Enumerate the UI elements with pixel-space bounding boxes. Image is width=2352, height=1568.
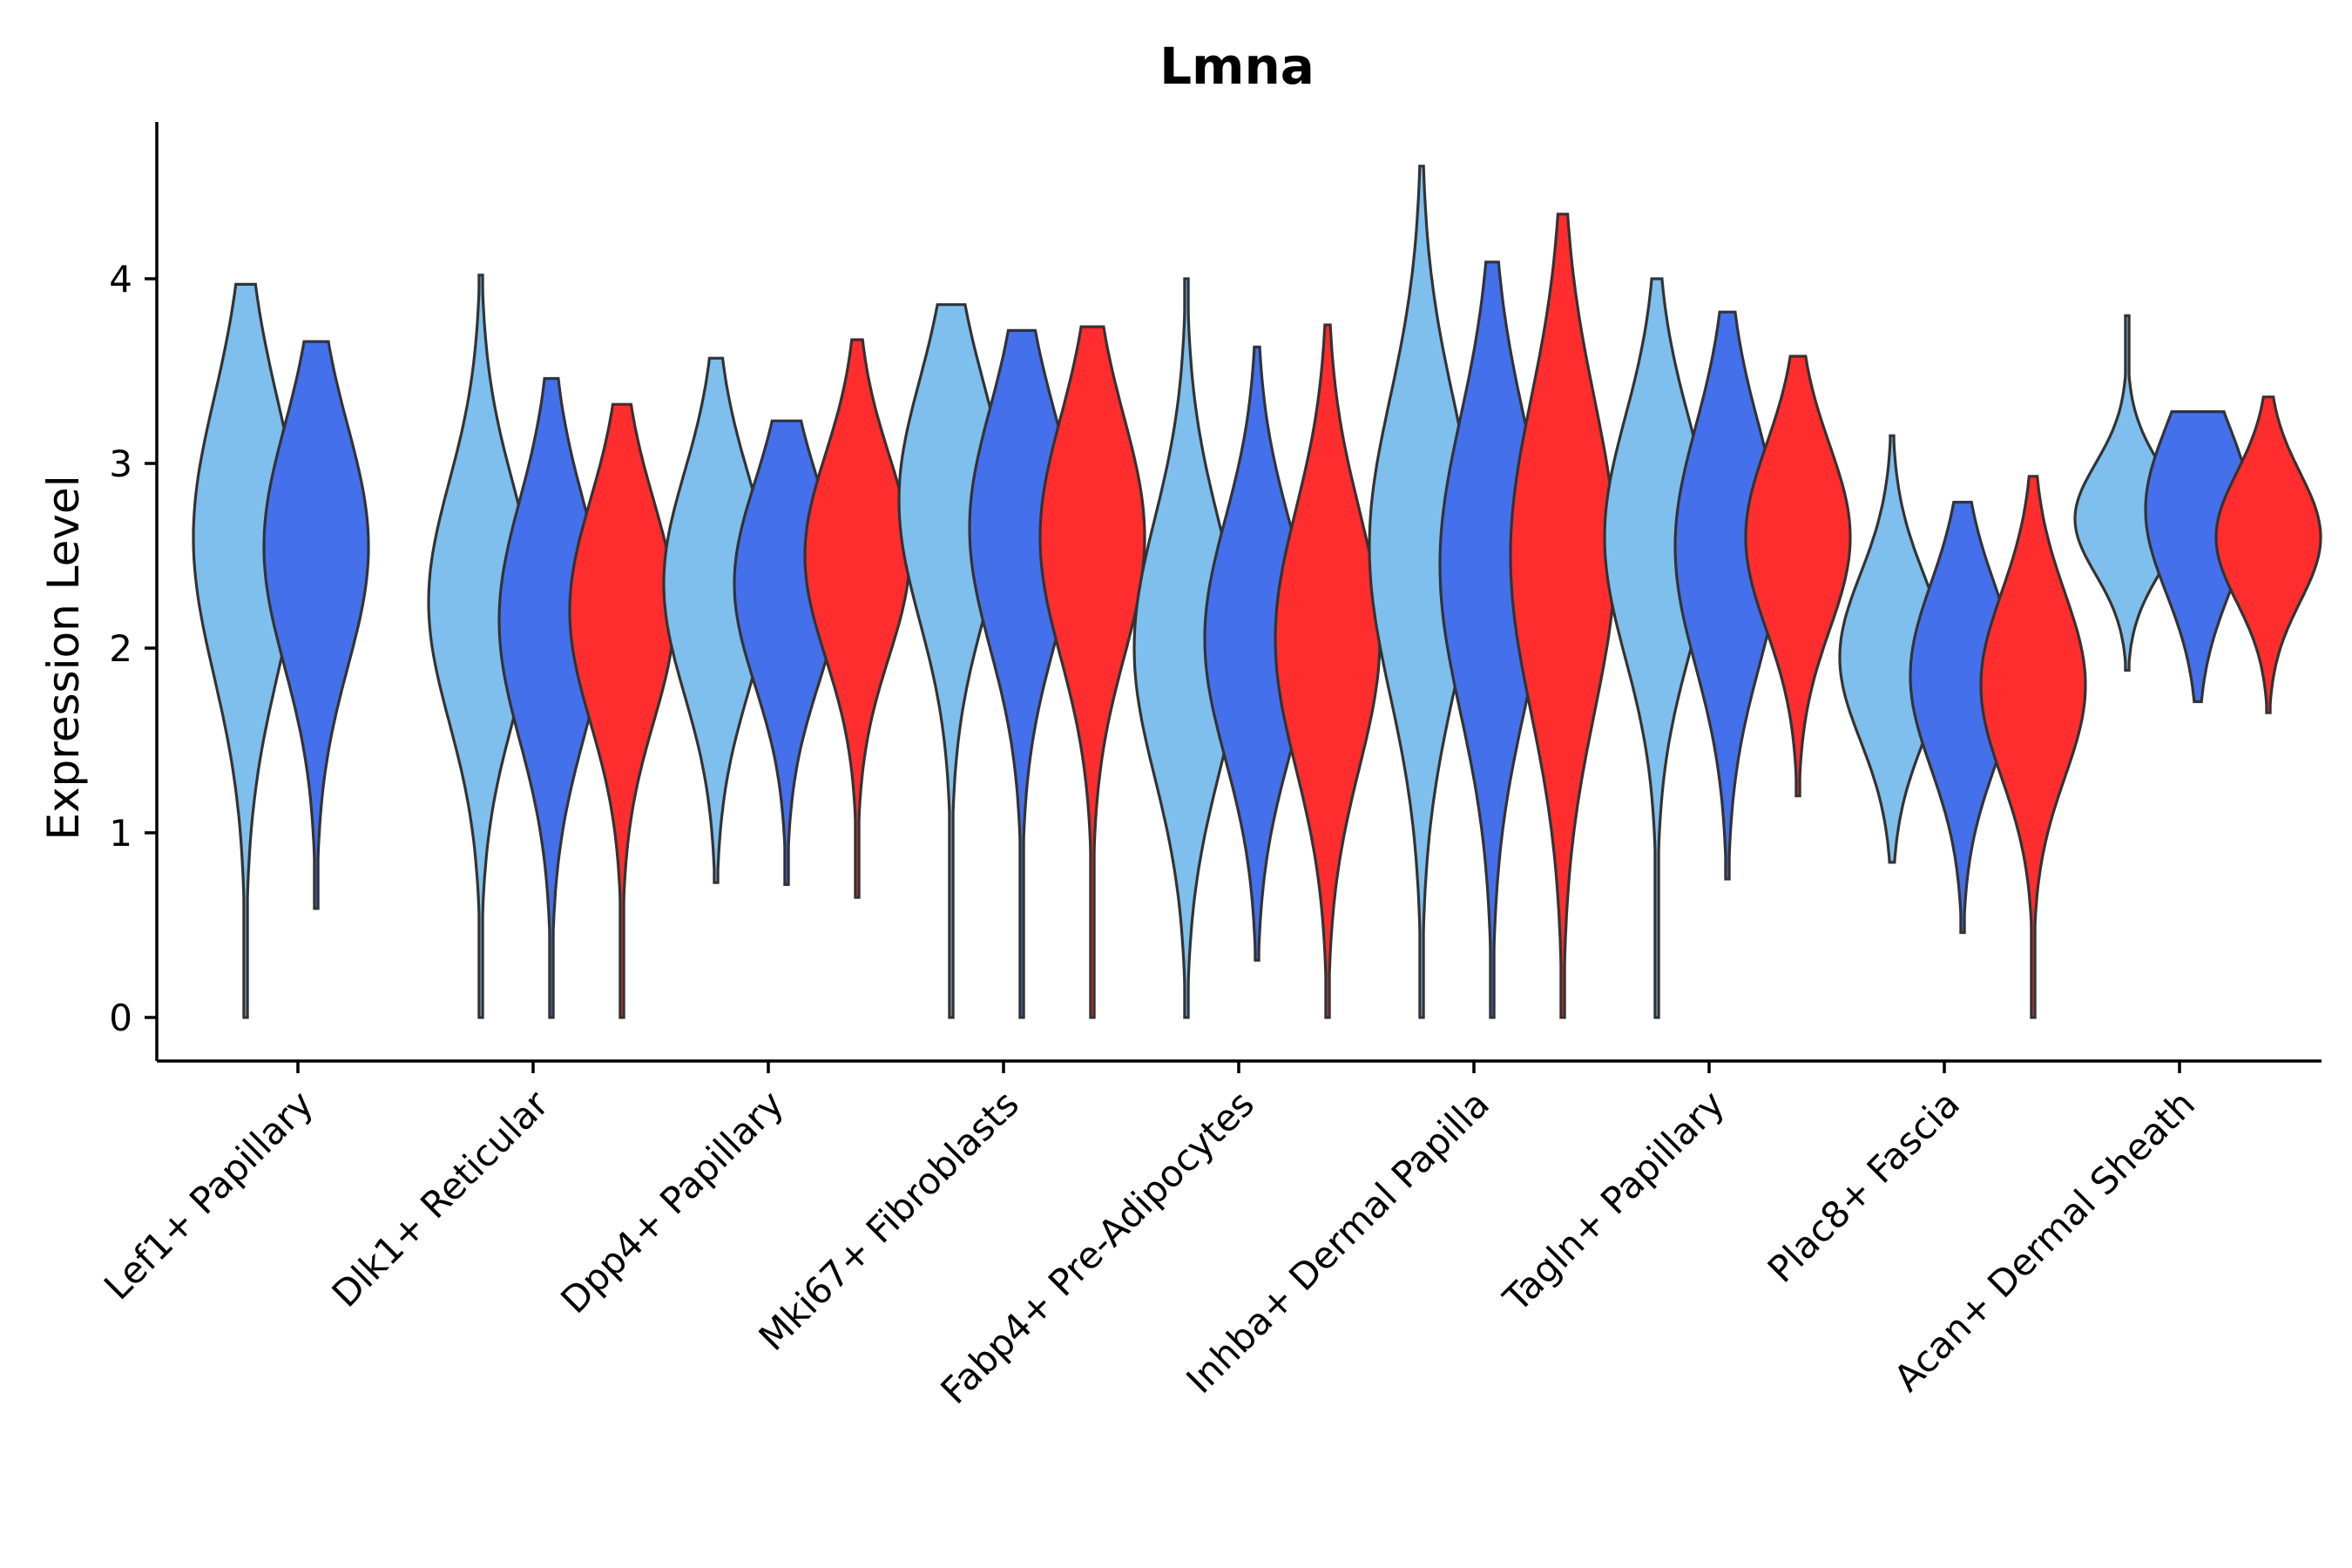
violin-4-2 <box>1274 323 1382 1019</box>
violin-4-0 <box>1132 277 1240 1019</box>
violin-8-2 <box>2214 395 2322 714</box>
violin-6-0 <box>1603 277 1711 1019</box>
x-tick-label: Mki67+ Fibroblasts <box>751 1082 1027 1358</box>
x-tick-label: Plac8+ Fascia <box>1760 1082 1968 1290</box>
y-axis-label: Expression Level <box>38 475 89 840</box>
violin-5-1 <box>1438 260 1546 1019</box>
y-tick-label: 1 <box>109 812 132 855</box>
violin-2-2 <box>803 338 911 899</box>
violin-1-1 <box>497 376 605 1019</box>
x-tick-label: Dpp4+ Papillary <box>552 1082 792 1321</box>
x-tick-label: Dlk1+ Reticular <box>324 1082 558 1315</box>
violin-1-0 <box>427 274 535 1019</box>
violin-1-2 <box>568 402 676 1019</box>
violin-4-1 <box>1203 345 1311 962</box>
violin-0-0 <box>192 282 300 1019</box>
violin-0-1 <box>262 340 370 910</box>
y-tick-label: 2 <box>109 627 132 670</box>
x-tick-label: Tagln+ Papillary <box>1495 1082 1733 1320</box>
y-tick-label: 0 <box>109 997 132 1039</box>
violin-5-0 <box>1368 165 1476 1019</box>
chart-title: Lmna <box>1159 37 1315 96</box>
violin-7-1 <box>1909 500 2017 935</box>
violin-5-2 <box>1509 213 1617 1019</box>
x-tick-label: Lef1+ Papillary <box>96 1082 321 1308</box>
violin-6-2 <box>1744 355 1852 798</box>
y-tick-label: 4 <box>109 258 132 301</box>
violin-7-2 <box>1979 475 2087 1019</box>
violin-3-2 <box>1038 325 1146 1019</box>
violin-2-0 <box>662 356 770 884</box>
violin-8-1 <box>2144 410 2252 704</box>
violins-layer <box>192 165 2322 1019</box>
y-tick-label: 3 <box>109 443 132 485</box>
violin-6-1 <box>1673 310 1781 881</box>
